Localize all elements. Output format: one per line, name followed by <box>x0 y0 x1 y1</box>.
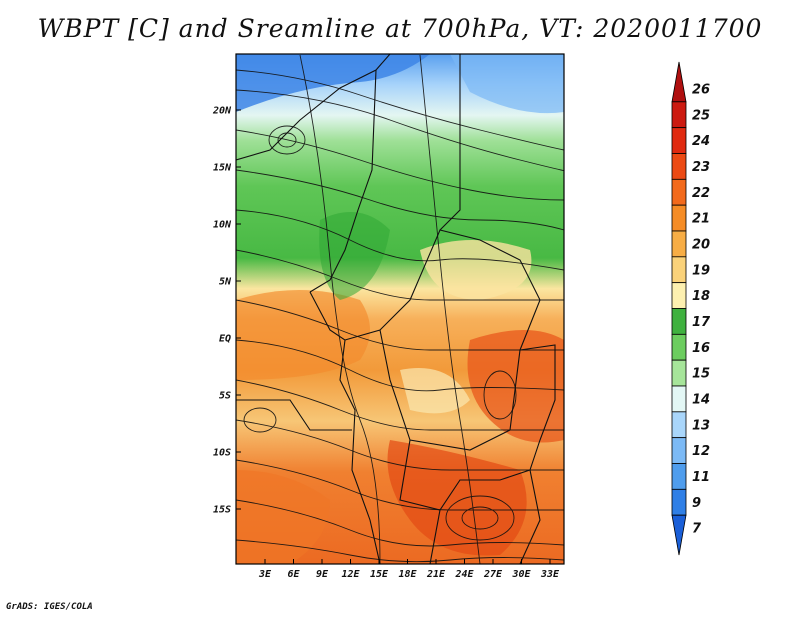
lon-label: 27E <box>483 569 503 580</box>
colorbar-swatch <box>671 411 687 439</box>
map-title: WBPT [C] and Sreamline at 700hPa, VT: 20… <box>37 14 763 43</box>
colorbar-swatch <box>671 101 687 129</box>
lat-label: EQ <box>219 334 231 345</box>
lat-label: 15N <box>213 163 232 174</box>
longitude-axis: 3E 6E 9E 12E 15E 18E 21E 24E 27E 30E 33E <box>258 559 560 580</box>
colorbar-label: 26 <box>692 82 710 97</box>
colorbar-label: 17 <box>692 315 711 330</box>
latitude-axis: 20N 15N 10N 5N EQ 5S 10S 15S <box>212 106 241 516</box>
colorbar-label: 18 <box>692 289 710 304</box>
colorbar-label: 13 <box>692 418 710 433</box>
lat-label: 15S <box>213 505 231 516</box>
colorbar-swatch <box>671 359 687 387</box>
lon-label: 24E <box>454 569 474 580</box>
colorbar-label: 12 <box>692 444 710 459</box>
colorbar-swatch <box>671 204 687 232</box>
colorbar-label: 19 <box>692 263 710 278</box>
colorbar-swatch <box>671 488 687 516</box>
colorbar-swatch <box>671 256 687 284</box>
lon-label: 6E <box>287 569 300 580</box>
lon-label: 21E <box>426 569 446 580</box>
lat-label: 10S <box>213 448 231 459</box>
colorbar-label: 14 <box>692 392 710 407</box>
lon-label: 9E <box>316 569 329 580</box>
colorbar-label: 7 <box>692 522 702 537</box>
colorbar-label: 11 <box>692 470 710 485</box>
lon-label: 3E <box>258 569 272 580</box>
grads-credit: GrADS: IGES/COLA <box>6 602 93 612</box>
map-frame <box>235 53 565 565</box>
lon-label: 33E <box>540 569 560 580</box>
streamlines <box>236 54 564 564</box>
lon-label: 18E <box>398 569 417 580</box>
colorbar-swatch <box>671 385 687 413</box>
colorbar-label: 23 <box>692 160 710 175</box>
lat-label: 5S <box>219 391 231 402</box>
colorbar-swatch <box>671 333 687 361</box>
colorbar-bottom-triangle <box>671 514 687 556</box>
colorbar-swatch <box>671 308 687 335</box>
colorbar-label: 20 <box>692 237 710 252</box>
colorbar-swatch <box>671 282 687 309</box>
colorbar-swatch <box>671 153 687 180</box>
colorbar-swatch <box>671 463 687 490</box>
colorbar-swatch <box>671 437 687 464</box>
colorbar: 26 25 24 23 22 21 20 19 18 17 16 15 14 13 12 11 9 7 <box>671 61 711 556</box>
colorbar-label: 25 <box>692 108 710 123</box>
colorbar-label: 24 <box>692 134 710 149</box>
colorbar-top-triangle <box>671 61 687 103</box>
colorbar-label: 9 <box>692 496 701 511</box>
colorbar-swatch <box>671 178 687 206</box>
colorbar-label: 15 <box>692 367 710 382</box>
country-borders <box>236 54 556 564</box>
colorbar-swatch <box>671 127 687 154</box>
lon-label: 30E <box>511 569 531 580</box>
colorbar-label: 22 <box>692 186 710 201</box>
map-plot-area <box>236 54 564 564</box>
colorbar-swatch <box>671 230 687 258</box>
lon-label: 15E <box>370 569 389 580</box>
colorbar-label: 21 <box>692 212 710 227</box>
lat-label: 5N <box>219 277 232 288</box>
lat-label: 10N <box>213 220 232 231</box>
colorbar-label: 16 <box>692 341 710 356</box>
lat-label: 20N <box>212 106 232 117</box>
lon-label: 12E <box>341 569 360 580</box>
